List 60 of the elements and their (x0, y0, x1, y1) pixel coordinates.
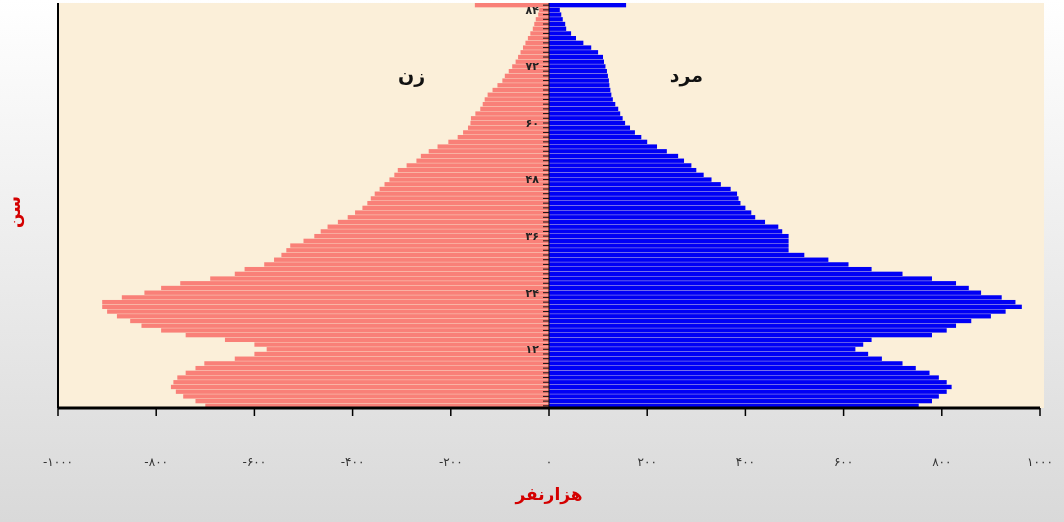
x-tick-label: ۲۰۰ (637, 455, 657, 469)
bar (549, 210, 752, 215)
y-tick-label: ۱۲ (525, 343, 540, 357)
bar (549, 12, 562, 17)
x-tick-label: ۴۰۰ (735, 455, 756, 469)
text: زن (397, 64, 426, 87)
bar (397, 167, 549, 173)
y-tick-label: ۴۸ (525, 173, 540, 187)
y-tick-label: ۲۴ (525, 286, 540, 300)
bar (549, 163, 692, 168)
bar (370, 196, 549, 201)
bar (420, 153, 549, 159)
bar (549, 238, 789, 244)
bar (549, 200, 741, 206)
x-axis-title: هزارنفر (514, 484, 583, 505)
bar (549, 31, 572, 36)
bar (102, 299, 549, 305)
y-tick-label: ۷۲ (525, 60, 540, 74)
bar (549, 73, 608, 79)
y-axis-title: سن (4, 195, 25, 229)
x-tick-label: -۲۰۰ (438, 455, 463, 469)
bar (549, 384, 952, 390)
bar (290, 243, 549, 248)
bar (549, 64, 606, 69)
bar (549, 78, 609, 83)
y-tick-label: ۳۶ (525, 229, 539, 243)
x-tick-label: ۶۰۰ (833, 455, 854, 469)
x-tick-label: ۰ (545, 455, 553, 469)
x-tick-label: -۱۰۰۰ (42, 455, 74, 469)
bar (549, 111, 621, 116)
bar (549, 196, 739, 201)
bar (549, 3, 627, 8)
x-tick-label: -۸۰۰ (144, 455, 169, 469)
bar (549, 87, 611, 93)
bar (549, 106, 619, 112)
bar (538, 12, 549, 17)
bar (549, 101, 616, 107)
bar (549, 54, 604, 60)
bar (484, 97, 549, 102)
x-tick-label: ۸۰۰ (932, 455, 952, 469)
x-tick-label: ۱۰۰۰ (1027, 455, 1053, 469)
y-tick-label: ۸۴ (525, 3, 540, 17)
bar (522, 45, 549, 50)
bar (549, 120, 626, 126)
bar (549, 97, 613, 102)
bar (177, 375, 549, 380)
bar (389, 177, 549, 182)
bar (475, 111, 549, 116)
x-tick-label: -۴۰۰ (340, 455, 365, 469)
x-tick-label: -۶۰۰ (242, 455, 267, 469)
bar (549, 304, 1022, 310)
bar (170, 384, 549, 390)
text: مرد (669, 64, 704, 87)
bar (549, 68, 607, 74)
y-tick-label: ۶۰ (525, 116, 539, 130)
bar (549, 243, 789, 248)
bar (549, 233, 789, 239)
bar (379, 186, 549, 192)
bar (530, 31, 549, 36)
bar (102, 304, 549, 310)
